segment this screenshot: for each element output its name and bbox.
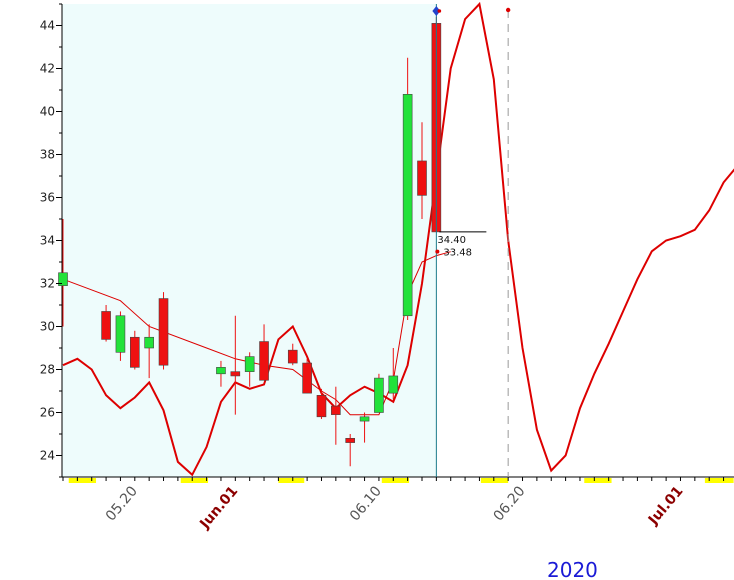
y-tick-label: 40 — [40, 105, 55, 119]
candle-body — [374, 377, 384, 413]
volume-bar — [68, 478, 97, 483]
candle — [230, 315, 241, 415]
x-tick-label: 05.20 — [103, 483, 141, 524]
y-tick-label: 34 — [40, 234, 55, 248]
x-tick-label: 06.20 — [491, 483, 529, 524]
y-tick-label: 42 — [40, 62, 55, 76]
candle — [374, 373, 384, 413]
forecast-marker-icon — [505, 7, 511, 13]
candle — [345, 434, 356, 467]
last-close-label: 34.40 — [437, 235, 466, 246]
candle — [115, 311, 126, 361]
volume-bar — [381, 478, 410, 483]
x-axis: 05.20 Jun.01 06.10 06.20 Jul.01 — [62, 477, 725, 533]
y-tick-label: 30 — [40, 320, 55, 334]
candle-body — [287, 349, 298, 364]
chart-markers: 34.40 33.48 — [432, 4, 511, 477]
candle — [316, 388, 327, 419]
history-shaded-area — [62, 4, 437, 477]
candle-body — [302, 362, 312, 394]
candle-body — [259, 341, 269, 381]
candle-body — [230, 371, 241, 377]
x-tick-label: Jun.01 — [196, 483, 241, 532]
candle-body — [402, 94, 413, 317]
candle-body — [115, 315, 126, 353]
candle-body — [345, 437, 356, 443]
candle-body — [216, 367, 226, 375]
year-label: 2020 — [547, 558, 598, 580]
y-axis: 24 26 28 30 32 34 36 38 40 42 44 — [40, 3, 62, 478]
candle — [402, 57, 413, 321]
y-tick-label: 32 — [40, 277, 55, 291]
y-tick-label: 24 — [40, 449, 55, 463]
volume-bar — [584, 478, 612, 483]
candle — [58, 219, 68, 327]
candle — [144, 324, 154, 379]
cursor-diamond-icon — [432, 6, 441, 16]
candle-body — [388, 375, 399, 394]
volume-bars — [68, 478, 734, 483]
candle — [259, 324, 269, 381]
candle — [216, 360, 226, 387]
volume-bar — [278, 478, 305, 483]
candle — [359, 412, 370, 443]
cursor-dot-icon — [437, 9, 442, 13]
volume-bar — [704, 478, 734, 483]
candle-body — [101, 311, 111, 340]
moving-average-end-dot — [435, 249, 440, 254]
volume-bar — [480, 478, 509, 483]
y-tick-label: 28 — [40, 363, 55, 377]
candle — [331, 386, 341, 445]
y-tick-label: 44 — [40, 19, 55, 33]
x-tick-label: Jul.01 — [645, 483, 687, 528]
candle — [388, 348, 399, 400]
candle — [130, 330, 140, 370]
candle-body — [144, 336, 154, 349]
candlestick-series — [58, 16, 442, 467]
candle — [158, 292, 169, 370]
candle-body — [244, 356, 255, 372]
candle-body — [316, 394, 327, 418]
candle-body — [158, 298, 169, 366]
candle-body — [417, 160, 427, 196]
candle — [302, 358, 312, 394]
y-tick-label: 38 — [40, 148, 55, 162]
y-tick-label: 36 — [40, 191, 55, 205]
candle — [417, 122, 427, 219]
volume-bar — [180, 478, 209, 483]
y-tick-label: 26 — [40, 406, 55, 420]
moving-average-end-label: 33.48 — [443, 248, 472, 259]
candle — [244, 352, 255, 387]
x-tick-label: 06.10 — [347, 483, 385, 524]
candle-body — [359, 416, 370, 422]
moving-average-line — [62, 251, 451, 416]
candle-body — [58, 272, 68, 286]
candle — [101, 305, 111, 342]
candle — [287, 343, 298, 366]
candle-body — [331, 405, 341, 415]
candle-body — [130, 336, 140, 368]
forecast-line — [62, 1, 734, 477]
